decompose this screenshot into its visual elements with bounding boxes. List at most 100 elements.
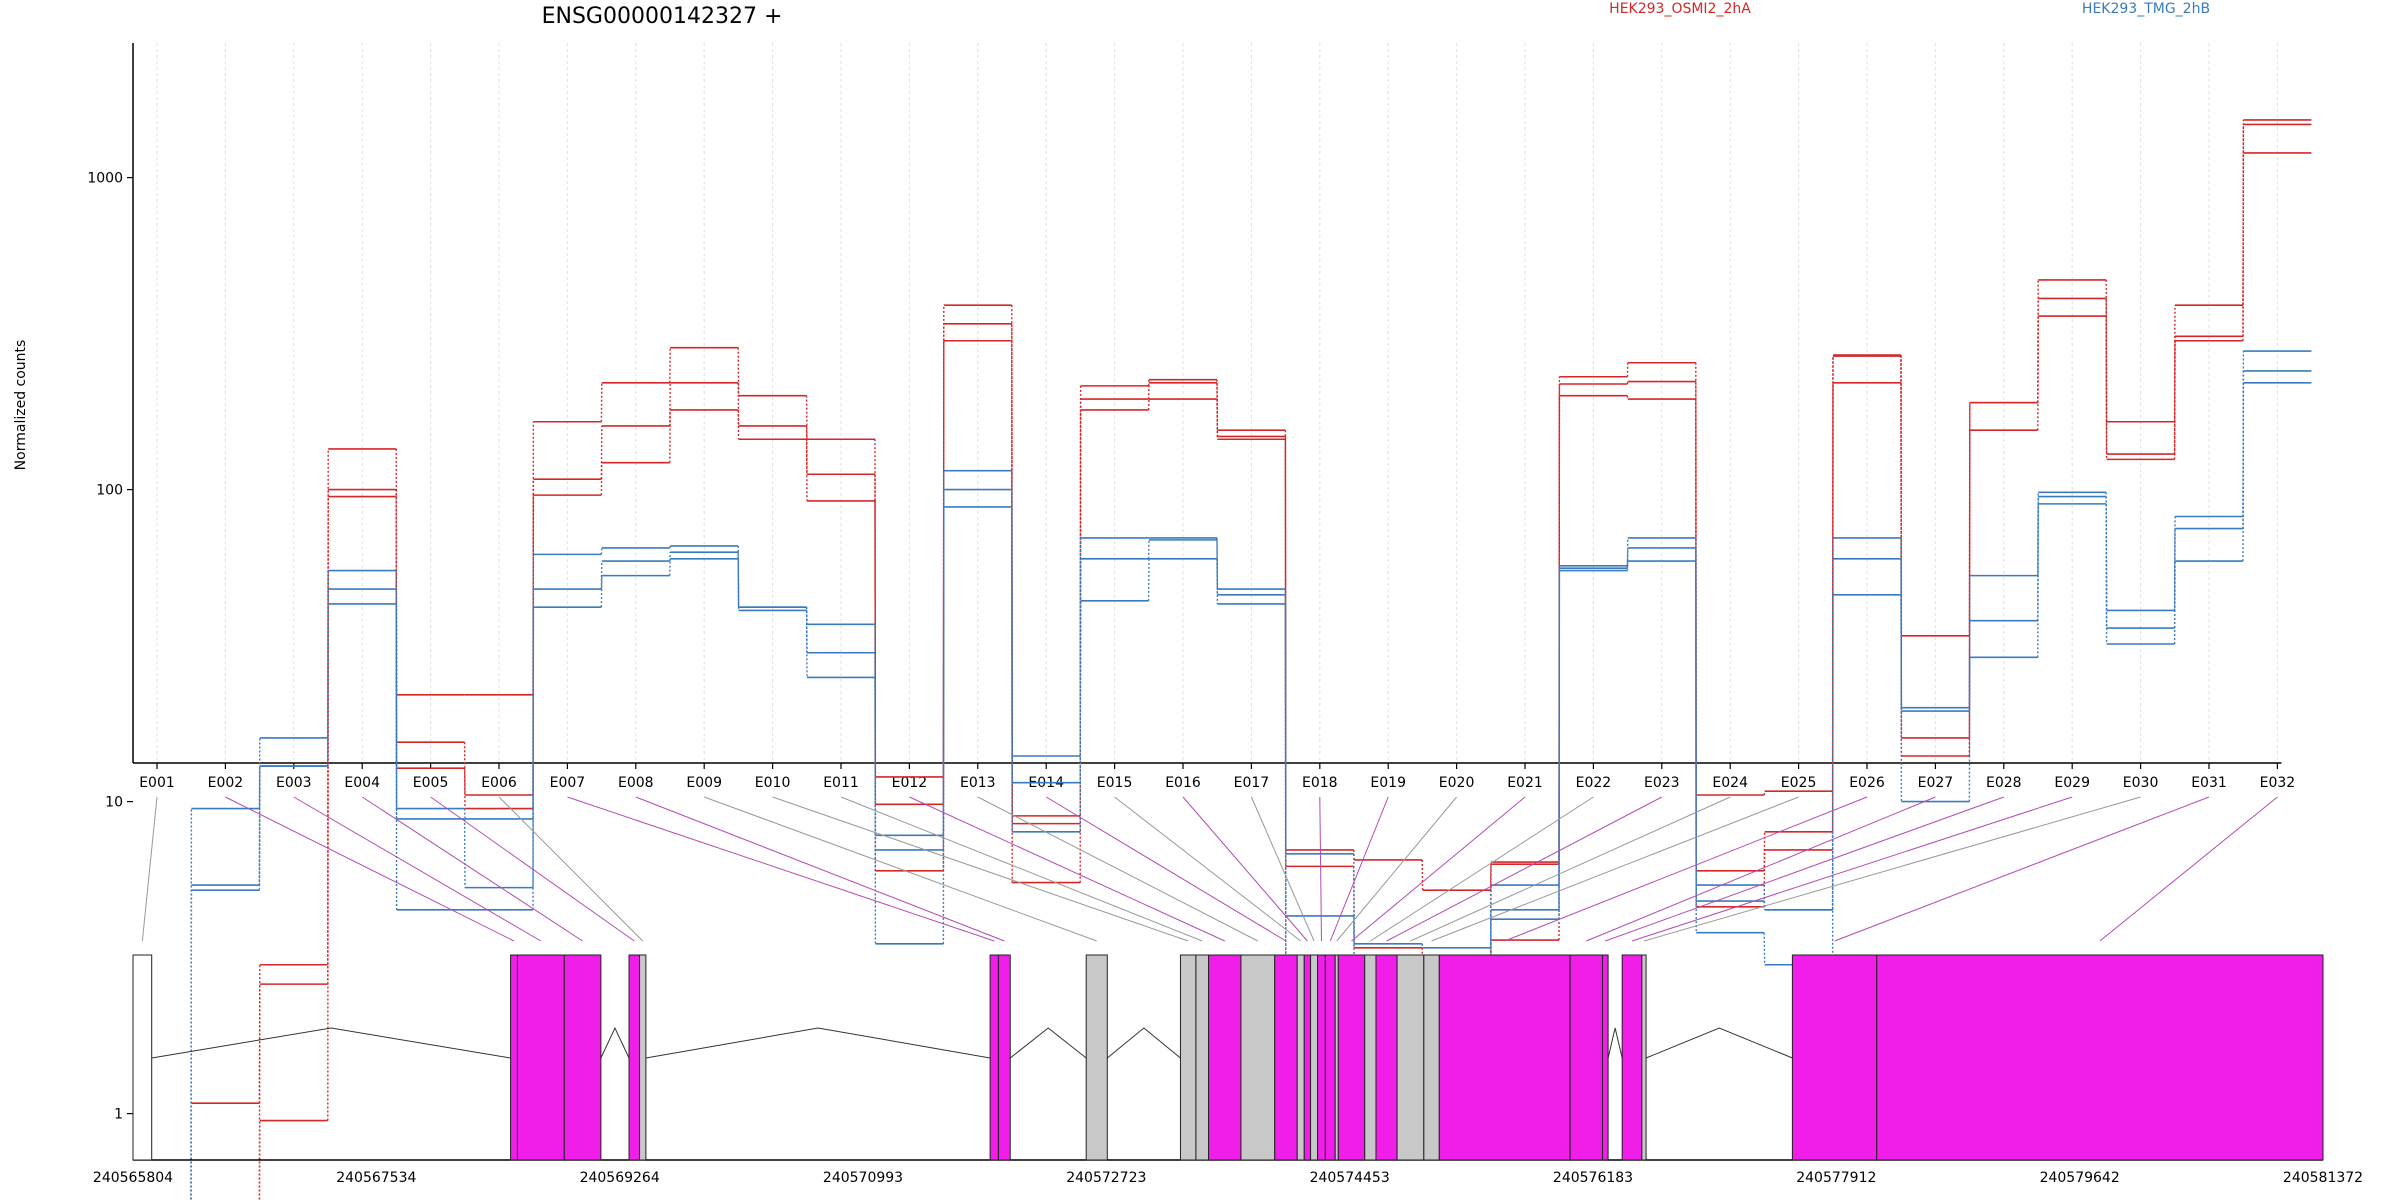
exon-bin [510, 954, 518, 1161]
x-tick-label: E001 [139, 775, 175, 791]
exon-bin [1641, 954, 1647, 1161]
exon-connector [635, 796, 1005, 942]
exon-bin [1310, 954, 1319, 1161]
y-tick-label: 1000 [87, 171, 123, 187]
x-tick-label: E017 [1234, 775, 1270, 791]
intron-line [151, 1027, 511, 1059]
legend-label-tmg: HEK293_TMG_2hB [2082, 1, 2210, 17]
exon-bin [1240, 954, 1276, 1161]
chart-title: ENSG00000142327 + [542, 4, 783, 29]
intron-line [600, 1026, 630, 1059]
x-tick-label: E004 [344, 775, 380, 791]
exon-bin [132, 954, 153, 1161]
x-tick-label: E021 [1507, 775, 1543, 791]
y-tick-label: 10 [105, 795, 123, 811]
x-tick-label: E009 [686, 775, 722, 791]
exon-bin [1396, 954, 1425, 1161]
legend-label-osmi2: HEK293_OSMI2_2hA [1609, 1, 1751, 17]
x-tick-label: E026 [1849, 775, 1885, 791]
coordinate-tick-label: 240569264 [580, 1170, 660, 1186]
exon-connector [1182, 796, 1308, 942]
exon-connector [909, 796, 1225, 942]
x-tick-label: E020 [1439, 775, 1475, 791]
x-tick-label: E031 [2191, 775, 2227, 791]
intron-line [1106, 1027, 1181, 1059]
x-tick-label: E008 [618, 775, 654, 791]
x-tick-label: E002 [208, 775, 244, 791]
y-tick-label: 100 [96, 483, 123, 499]
x-tick-label: E022 [1576, 775, 1612, 791]
coordinate-tick-label: 240577912 [1796, 1170, 1876, 1186]
x-tick-label: E028 [1986, 775, 2022, 791]
x-tick-label: E010 [755, 775, 791, 791]
exon-bin [1195, 954, 1210, 1161]
exon-bin [997, 954, 1011, 1161]
exon-connector [1834, 796, 2210, 942]
coordinate-tick-label: 240565804 [93, 1170, 173, 1186]
x-tick-label: E015 [1097, 775, 1133, 791]
exon-bin [563, 954, 602, 1161]
exon-bin [1423, 954, 1440, 1161]
exon-connector [1329, 796, 1389, 942]
x-tick-label: E016 [1165, 775, 1201, 791]
exon-bin [516, 954, 565, 1161]
y-axis-label: Normalized counts [13, 340, 29, 471]
exon-connector [1250, 796, 1315, 942]
exon-bin [989, 954, 999, 1161]
exon-bin [1601, 954, 1609, 1161]
exon-connector [567, 796, 995, 942]
coordinate-tick-label: 240576183 [1553, 1170, 1633, 1186]
exon-bin [1569, 954, 1603, 1161]
x-tick-label: E006 [481, 775, 517, 791]
intron-line [1009, 1027, 1087, 1059]
x-tick-label: E005 [413, 775, 449, 791]
exon-connector [141, 796, 158, 942]
x-tick-label: E012 [892, 775, 928, 791]
exon-connector [1631, 796, 2073, 942]
coordinate-tick-label: 240570993 [823, 1170, 903, 1186]
y-tick-label: 1 [114, 1107, 123, 1123]
exon-bin [1791, 954, 1878, 1161]
x-tick-label: E023 [1644, 775, 1680, 791]
coordinate-tick-label: 240581372 [2283, 1170, 2363, 1186]
intron-line [1645, 1027, 1793, 1059]
exon-bin [639, 954, 647, 1161]
exon-connector [430, 796, 635, 942]
exon-connector [225, 796, 515, 942]
exon-bin [1208, 954, 1242, 1161]
exon-bin [1296, 954, 1305, 1161]
exon-connector [1319, 796, 1322, 942]
x-tick-label: E003 [276, 775, 312, 791]
exon-connector [1386, 796, 1663, 942]
exon-connector [1336, 796, 1457, 942]
exon-bin [1324, 954, 1336, 1161]
intron-line [645, 1027, 991, 1059]
exon-bin [1303, 954, 1312, 1161]
gene-model: 240565804 240567534 240569264 240570993 2405… [93, 796, 2363, 1186]
exon-bin [1274, 954, 1298, 1161]
exon-bin [1085, 954, 1108, 1161]
exon-bin [1337, 954, 1366, 1161]
x-tick-label: E032 [2260, 775, 2296, 791]
coordinate-tick-label: 240579642 [2040, 1170, 2120, 1186]
x-tick-label: E019 [1370, 775, 1406, 791]
exon-connector [361, 796, 583, 942]
exon-connector [772, 796, 1189, 942]
intron-line [1607, 1027, 1623, 1059]
exon-connector [1045, 796, 1287, 942]
exon-connector [1114, 796, 1302, 942]
x-tick-label: E024 [1712, 775, 1748, 791]
coordinate-tick-label: 240572723 [1066, 1170, 1146, 1186]
exon-bin [1876, 954, 2324, 1161]
exon-bin [1621, 954, 1643, 1161]
exon-connector [1643, 796, 2141, 942]
coordinate-tick-label: 240567534 [336, 1170, 416, 1186]
x-tick-label: E030 [2123, 775, 2159, 791]
exon-bin [1179, 954, 1197, 1161]
exon-connector [1410, 796, 1731, 942]
exon-connector [293, 796, 542, 942]
exon-connector [1504, 796, 1868, 942]
x-tick-label: E029 [2054, 775, 2090, 791]
exon-connector [1605, 796, 2004, 942]
